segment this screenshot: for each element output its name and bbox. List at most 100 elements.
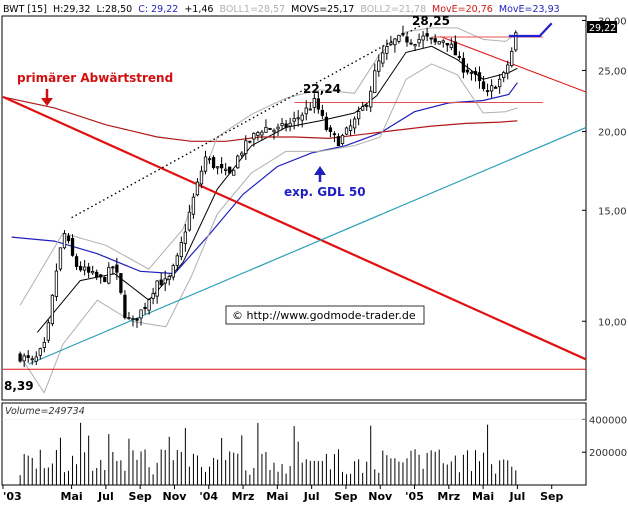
low-level-label: 8,39 <box>4 379 34 393</box>
candle-body <box>18 353 22 362</box>
candle-body <box>377 60 381 72</box>
indicator-boll2 <box>19 63 518 394</box>
candle-body <box>26 355 30 358</box>
movs-value: MOVS=25,17 <box>291 4 354 15</box>
candle-body <box>115 264 119 273</box>
candle-body <box>373 70 377 94</box>
candle-body <box>445 42 449 46</box>
volume-y-axis: 200000 400000 <box>582 415 627 459</box>
high-value: H:29,32 <box>53 4 91 15</box>
candle-body <box>139 309 143 319</box>
candle-body <box>469 72 474 74</box>
candle-body <box>498 78 502 88</box>
x-tick-label: Sep <box>540 490 563 503</box>
candle-body <box>260 131 264 136</box>
candle-body <box>50 294 55 325</box>
candle-body <box>340 134 345 144</box>
candle-body <box>211 157 216 168</box>
candle-body <box>82 266 87 271</box>
candle-body <box>46 322 51 341</box>
candle-body <box>58 247 63 270</box>
candle-body <box>344 127 349 135</box>
candle-body <box>219 164 224 169</box>
candle-body <box>300 114 304 121</box>
candle-body <box>155 280 159 297</box>
candle-body <box>151 293 155 299</box>
volume-bars <box>2 419 586 485</box>
candle-body <box>361 106 365 111</box>
candle-body <box>413 44 417 47</box>
price-tick-label: 15,00 <box>598 206 627 217</box>
volume-tick-label: 200000 <box>589 448 627 459</box>
candle-body <box>493 86 498 89</box>
candle-body <box>304 107 308 115</box>
candle-body <box>66 235 71 242</box>
x-tick-label: Mai <box>61 490 83 503</box>
x-tick-label: Jul <box>509 490 526 503</box>
x-tick-label: Mai <box>472 490 494 503</box>
close-value: C: 29,22 <box>138 4 178 15</box>
level-22-label: 22,24 <box>303 82 341 96</box>
candle-body <box>87 266 91 273</box>
candle-body <box>38 348 42 356</box>
candle-body <box>429 37 433 40</box>
candle-body <box>244 140 248 154</box>
price-tick-label: 10,00 <box>598 317 627 328</box>
candle-body <box>191 196 196 215</box>
candle-body <box>147 299 151 311</box>
candle-body <box>320 109 325 116</box>
projection-path <box>508 22 553 38</box>
candle-body <box>62 233 67 249</box>
volume-title: Volume=249734 <box>5 406 85 417</box>
candle-body <box>477 72 482 82</box>
candle-body <box>385 46 389 54</box>
candle-body <box>502 72 506 78</box>
candle-body <box>473 71 478 75</box>
candle-body <box>183 231 188 244</box>
trendline-primary-downtrend <box>2 95 586 361</box>
x-tick-label: Sep <box>129 490 152 503</box>
candle-body <box>111 266 115 269</box>
price-tick-label: 20,00 <box>598 128 627 139</box>
candle-body <box>187 211 192 231</box>
candle-body <box>119 273 123 293</box>
last-price-value: 29,22 <box>589 23 616 34</box>
candle-body <box>308 108 312 111</box>
candle-body <box>167 276 171 280</box>
indicator-boll1 <box>19 27 518 306</box>
trendlines <box>2 23 586 370</box>
candle-body <box>324 116 329 130</box>
boll1-value: BOLL1=28,57 <box>220 4 286 15</box>
candle-body <box>171 265 175 278</box>
candle-body <box>22 355 26 362</box>
low-value: L:28,50 <box>97 4 133 15</box>
x-tick-label: Jul <box>303 490 320 503</box>
down-arrow-icon <box>41 89 53 106</box>
candle-body <box>228 166 232 174</box>
candle-body <box>292 118 296 122</box>
candle-body <box>441 40 445 43</box>
candle-body <box>348 125 353 132</box>
candle-body <box>284 123 288 128</box>
candle-body <box>123 294 127 318</box>
candle-body <box>95 271 99 278</box>
candle-body <box>288 122 292 127</box>
x-tick-label: Sep <box>334 490 357 503</box>
boll2-value: BOLL2=21,78 <box>360 4 426 15</box>
move1-value: MovE=20,76 <box>432 4 493 15</box>
candle-body <box>312 98 316 108</box>
price-tick-label: 25,00 <box>598 66 627 77</box>
trendline-dotted-channel <box>71 23 424 219</box>
candle-body <box>131 318 135 320</box>
move2-value: MovE=23,93 <box>499 4 560 15</box>
candle-body <box>240 152 244 156</box>
downtrend-label: primärer Abwärtstrend <box>17 71 173 85</box>
candle-body <box>78 265 83 271</box>
candle-body <box>264 126 268 133</box>
x-tick-label: Nov <box>368 490 393 503</box>
candle-body <box>365 104 369 107</box>
candle-body <box>369 90 373 108</box>
indicator-movs <box>36 45 518 333</box>
candle-body <box>236 155 240 169</box>
x-tick-label: Mai <box>266 490 288 503</box>
